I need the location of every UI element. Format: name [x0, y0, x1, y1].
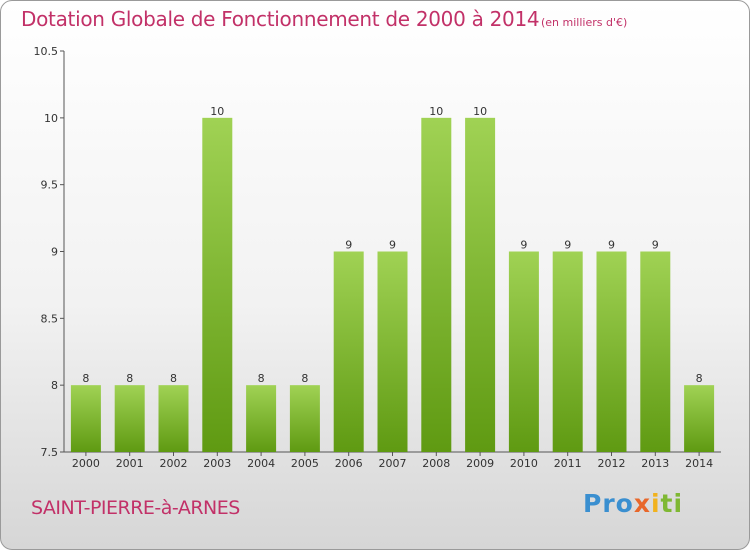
- chart-subtitle: (en milliers d'€): [541, 16, 628, 29]
- bar: [552, 251, 583, 452]
- bar-value-label: 8: [82, 372, 89, 385]
- bar-value-label: 8: [301, 372, 308, 385]
- bar: [202, 117, 233, 452]
- proxiti-logo[interactable]: Proxiti: [583, 489, 684, 518]
- bar: [684, 385, 715, 452]
- y-tick-label: 10: [44, 112, 58, 125]
- x-tick-label: 2008: [422, 457, 450, 470]
- bar-value-label: 9: [608, 239, 615, 252]
- y-tick-label: 9: [51, 246, 58, 259]
- bar-value-label: 8: [696, 372, 703, 385]
- x-tick-label: 2001: [116, 457, 144, 470]
- bar-value-label: 10: [429, 105, 443, 118]
- x-tick-label: 2000: [72, 457, 100, 470]
- x-tick-label: 2004: [247, 457, 275, 470]
- bar: [465, 117, 496, 452]
- x-tick-label: 2002: [160, 457, 188, 470]
- bar: [508, 251, 539, 452]
- bar: [421, 117, 452, 452]
- bar: [596, 251, 627, 452]
- bar-value-label: 9: [345, 239, 352, 252]
- bar: [158, 385, 189, 452]
- x-tick-label: 2013: [641, 457, 669, 470]
- x-tick-label: 2010: [510, 457, 538, 470]
- x-tick-label: 2003: [203, 457, 231, 470]
- bar: [289, 385, 320, 452]
- bar: [333, 251, 364, 452]
- bar: [70, 385, 101, 452]
- x-tick-label: 2006: [335, 457, 363, 470]
- bar-value-label: 10: [473, 105, 487, 118]
- x-tick-label: 2014: [685, 457, 713, 470]
- y-tick-label: 7.5: [41, 446, 59, 459]
- bar-value-label: 10: [210, 105, 224, 118]
- chart-title: Dotation Globale de Fonctionnement de 20…: [21, 7, 540, 31]
- bar: [640, 251, 671, 452]
- bar-value-label: 9: [389, 239, 396, 252]
- x-tick-label: 2012: [598, 457, 626, 470]
- y-tick-label: 8: [51, 379, 58, 392]
- x-tick-label: 2005: [291, 457, 319, 470]
- y-tick-label: 9.5: [41, 179, 59, 192]
- bar-value-label: 9: [564, 239, 571, 252]
- bar: [377, 251, 408, 452]
- y-tick-label: 10.5: [34, 45, 59, 58]
- bar-value-label: 8: [258, 372, 265, 385]
- bar: [114, 385, 145, 452]
- x-tick-label: 2007: [379, 457, 407, 470]
- x-tick-label: 2009: [466, 457, 494, 470]
- x-tick-label: 2011: [554, 457, 582, 470]
- commune-name: SAINT-PIERRE-à-ARNES: [31, 497, 240, 519]
- bar-value-label: 9: [520, 239, 527, 252]
- y-tick-label: 8.5: [41, 312, 59, 325]
- bar-value-label: 9: [652, 239, 659, 252]
- bar-value-label: 8: [170, 372, 177, 385]
- bar-value-label: 8: [126, 372, 133, 385]
- bar: [246, 385, 277, 452]
